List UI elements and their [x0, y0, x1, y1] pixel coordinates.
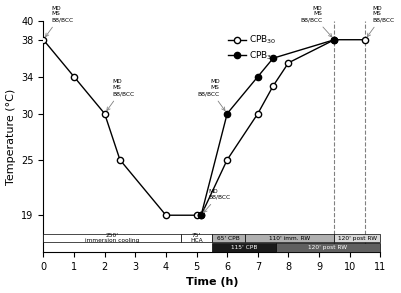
Y-axis label: Temperature (°C): Temperature (°C): [6, 88, 16, 185]
CPB$_{36}$: [255, 75, 260, 79]
CPB$_{30}$: [117, 158, 122, 161]
Line: CPB$_{30}$: CPB$_{30}$: [40, 37, 368, 218]
CPB$_{36}$: [225, 112, 230, 115]
Bar: [212, 243, 275, 252]
Text: 120' post RW: 120' post RW: [338, 236, 377, 241]
Text: MD
MS
BB/BCC: MD MS BB/BCC: [107, 79, 134, 111]
Text: MD
BB/BCC: MD BB/BCC: [204, 189, 231, 212]
Text: 75'
HCA: 75' HCA: [190, 233, 203, 243]
CPB$_{30}$: [286, 61, 291, 64]
Bar: [275, 243, 381, 252]
CPB$_{36}$: [332, 38, 337, 42]
CPB$_{30}$: [363, 38, 367, 42]
Bar: [245, 234, 334, 243]
Text: 65' CPB: 65' CPB: [217, 236, 240, 241]
Text: MD
MS
BB/BCC: MD MS BB/BCC: [197, 79, 225, 111]
Bar: [181, 234, 212, 243]
CPB$_{30}$: [102, 112, 107, 115]
CPB$_{30}$: [41, 38, 46, 42]
Text: MD
MS
BB/BCC: MD MS BB/BCC: [300, 6, 332, 37]
CPB$_{30}$: [199, 214, 204, 217]
CPB$_{30}$: [71, 75, 76, 79]
X-axis label: Time (h): Time (h): [186, 277, 238, 287]
CPB$_{30}$: [332, 38, 337, 42]
Text: 115' CPB: 115' CPB: [231, 245, 257, 250]
Bar: [212, 234, 245, 243]
Legend: CPB$_{30}$, CPB$_{36}$: CPB$_{30}$, CPB$_{36}$: [224, 30, 281, 65]
Text: 250'
immersion cooling: 250' immersion cooling: [85, 233, 140, 243]
CPB$_{30}$: [194, 214, 199, 217]
Text: 110' imm. RW: 110' imm. RW: [269, 236, 310, 241]
Bar: [43, 234, 181, 243]
Text: MD
MS
BB/BCC: MD MS BB/BCC: [367, 6, 395, 37]
CPB$_{36}$: [199, 214, 204, 217]
Text: 120' post RW: 120' post RW: [308, 245, 348, 250]
CPB$_{30}$: [225, 158, 230, 161]
CPB$_{36}$: [271, 57, 275, 60]
Text: MD
MS
BB/BCC: MD MS BB/BCC: [45, 6, 73, 37]
CPB$_{30}$: [271, 84, 275, 88]
Bar: [334, 234, 381, 243]
CPB$_{30}$: [255, 112, 260, 115]
Line: CPB$_{36}$: CPB$_{36}$: [198, 37, 338, 218]
CPB$_{30}$: [164, 214, 168, 217]
